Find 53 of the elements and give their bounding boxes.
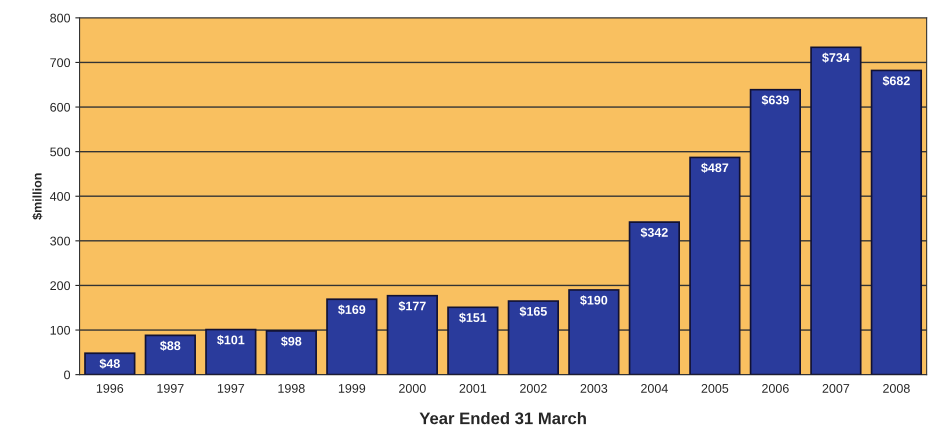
bar bbox=[447, 306, 498, 375]
bar bbox=[870, 70, 922, 375]
x-tick-label: 1997 bbox=[157, 384, 184, 393]
x-tick-label: 2005 bbox=[702, 384, 728, 393]
data-label: $98 bbox=[281, 336, 302, 346]
y-tick-label: 100 bbox=[50, 326, 70, 335]
y-tick-label: 800 bbox=[50, 14, 70, 22]
x-tick-label: 1999 bbox=[338, 384, 366, 393]
data-label: $734 bbox=[822, 52, 850, 63]
bar bbox=[750, 88, 802, 375]
y-tick-label: 300 bbox=[50, 236, 70, 246]
data-label: $169 bbox=[338, 304, 366, 315]
data-label: $487 bbox=[701, 162, 728, 173]
data-label: $48 bbox=[100, 358, 120, 369]
data-label: $88 bbox=[160, 340, 180, 351]
data-label: $190 bbox=[580, 295, 608, 306]
x-tick-label: 2004 bbox=[641, 384, 668, 393]
y-tick-label: 0 bbox=[64, 370, 70, 380]
bar bbox=[568, 289, 620, 375]
x-tick-label: 2002 bbox=[520, 384, 547, 393]
data-label: $682 bbox=[882, 76, 910, 86]
bar bbox=[628, 221, 680, 375]
y-tick-label: 200 bbox=[50, 281, 70, 290]
x-tick-label: 1996 bbox=[96, 384, 124, 393]
x-tick-label: 2006 bbox=[762, 384, 789, 393]
bar bbox=[205, 328, 256, 375]
x-tick-label: 2003 bbox=[580, 384, 608, 393]
data-label: $177 bbox=[398, 301, 426, 312]
x-axis-title: Year Ended 31 March bbox=[420, 412, 586, 424]
x-tick-label: 2000 bbox=[399, 384, 426, 393]
y-tick-label: 500 bbox=[50, 147, 70, 156]
x-tick-label: 2007 bbox=[822, 384, 850, 393]
data-label: $639 bbox=[762, 94, 789, 106]
x-tick-label: 2001 bbox=[460, 384, 486, 393]
x-tick-label: 1998 bbox=[278, 384, 305, 393]
bar bbox=[144, 334, 196, 375]
bar bbox=[326, 298, 378, 375]
y-tick-label: 600 bbox=[50, 102, 70, 112]
y-tick-label: 700 bbox=[50, 58, 70, 68]
data-label: $101 bbox=[217, 334, 244, 346]
data-label: $165 bbox=[520, 306, 547, 317]
bar bbox=[84, 352, 136, 375]
y-tick-label: 400 bbox=[50, 192, 70, 201]
data-label: $151 bbox=[459, 312, 486, 323]
y-axis-title: $million bbox=[32, 173, 42, 220]
bar bbox=[810, 46, 862, 375]
bar bbox=[508, 300, 559, 375]
x-tick-label: 1997 bbox=[218, 384, 244, 393]
bar bbox=[386, 294, 438, 375]
bar bbox=[266, 330, 317, 375]
x-tick-label: 2008 bbox=[883, 384, 910, 393]
data-label: $342 bbox=[640, 227, 668, 238]
bar bbox=[689, 156, 741, 375]
